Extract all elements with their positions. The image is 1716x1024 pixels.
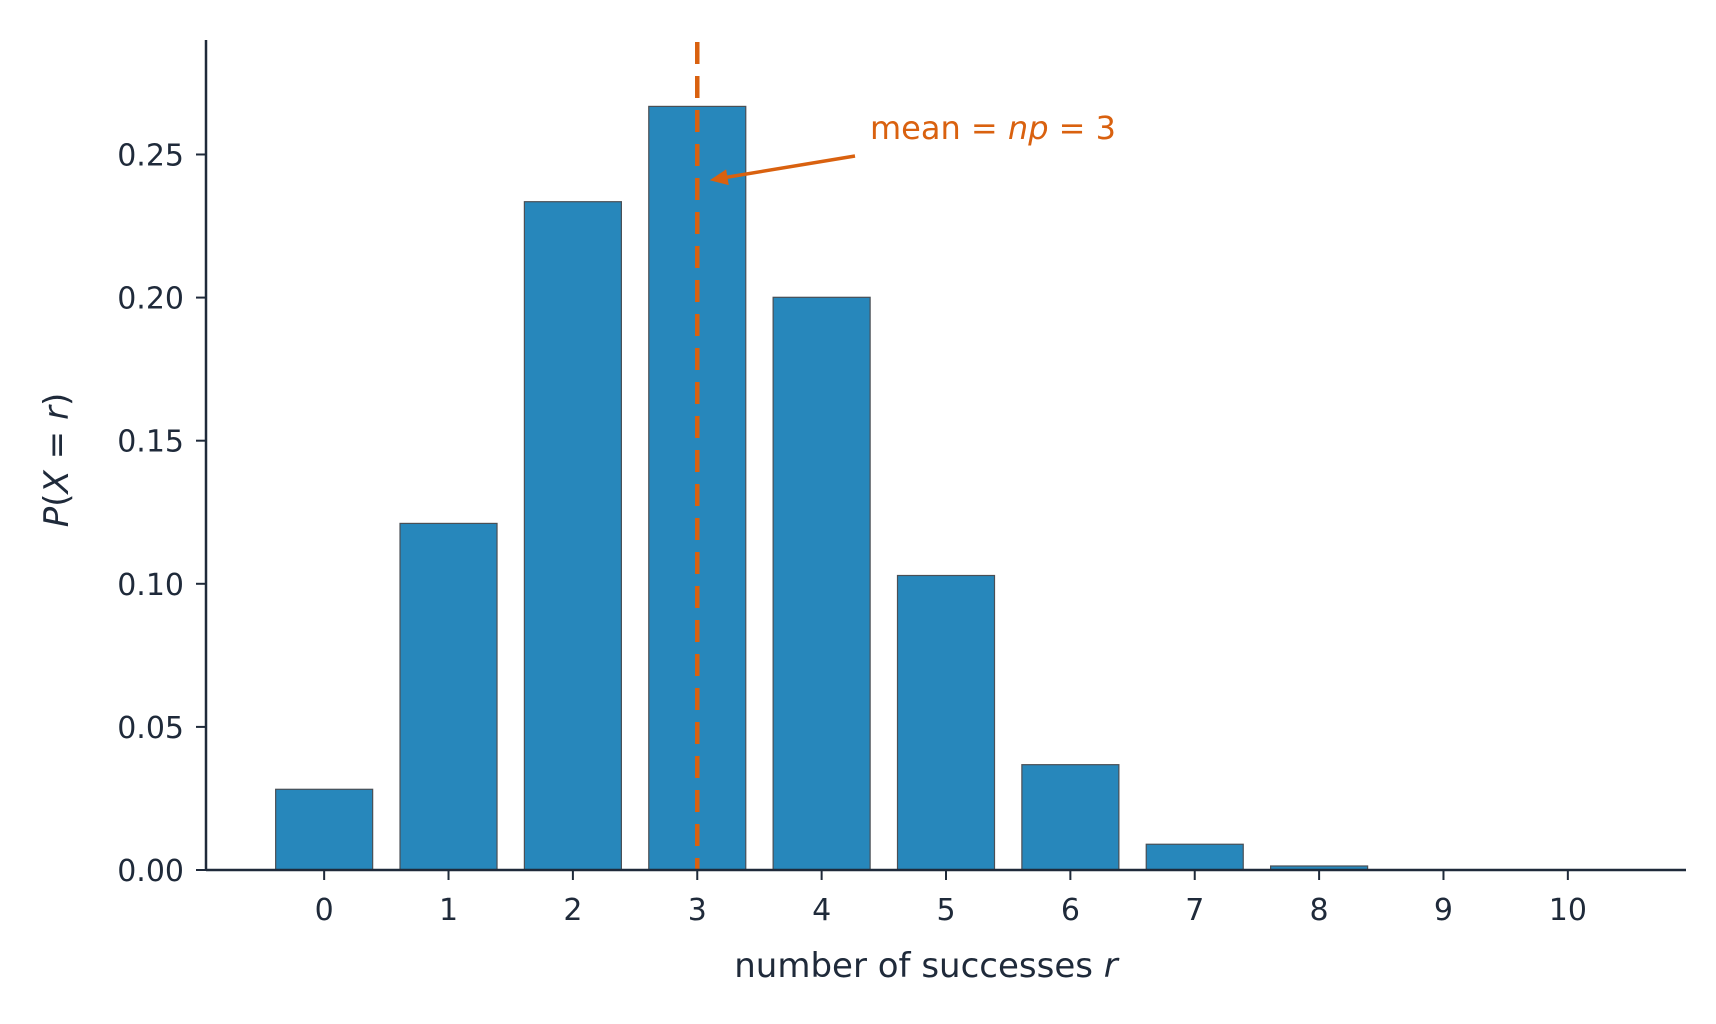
- annotation-text: mean = np = 3: [870, 109, 1116, 147]
- y-axis-label-close: ): [37, 393, 77, 406]
- x-tick-label: 3: [688, 893, 707, 928]
- y-axis-label: P(X = r): [37, 393, 77, 527]
- x-axis-label-text: number of successes: [734, 946, 1104, 986]
- y-tick-label: 0.20: [117, 282, 184, 317]
- x-tick-label: 2: [563, 893, 582, 928]
- y-axis-label-open: (: [37, 493, 77, 506]
- y-ticks-layer: 0.00 0.05 0.10 0.15 0.20 0.25: [117, 138, 206, 889]
- y-tick-label: 0.00: [117, 854, 184, 889]
- x-tick-label: 8: [1310, 893, 1329, 928]
- y-tick-label: 0.10: [117, 568, 184, 603]
- y-tick-label: 0.05: [117, 711, 184, 746]
- annotation-eq2: = 3: [1049, 109, 1117, 147]
- bar-0: [275, 788, 374, 871]
- annotation-arrow-head: [709, 169, 729, 186]
- bar-2: [523, 201, 622, 871]
- x-tick-label: 6: [1061, 893, 1080, 928]
- x-tick-label: 9: [1434, 893, 1453, 928]
- x-axis-label-variable: r: [1104, 946, 1120, 986]
- y-axis-label-eq: =: [37, 420, 77, 470]
- x-axis-label: number of successes r: [734, 946, 1120, 986]
- x-tick-label: 5: [936, 893, 955, 928]
- bar-7: [1145, 843, 1244, 871]
- y-tick-label: 0.25: [117, 138, 184, 173]
- x-tick-label: 0: [315, 893, 334, 928]
- bars-layer: [275, 105, 1493, 871]
- x-tick-label: 10: [1549, 893, 1587, 928]
- y-axis-label-x: X: [37, 469, 77, 495]
- mean-annotation: mean = np = 3: [709, 109, 1116, 186]
- y-axis-label-p: P: [37, 506, 77, 527]
- x-ticks-layer: 0 1 2 3 4 5 6 7 8 9 10: [315, 870, 1587, 928]
- annotation-eq1: =: [961, 109, 1008, 147]
- y-tick-label: 0.15: [117, 425, 184, 460]
- annotation-arrow: [717, 154, 856, 181]
- annotation-mean-word: mean: [870, 109, 961, 147]
- y-axis-label-r: r: [37, 404, 77, 420]
- x-tick-label: 1: [439, 893, 458, 928]
- bar-4: [772, 296, 871, 871]
- bar-6: [1021, 764, 1120, 871]
- bar-5: [896, 574, 996, 871]
- annotation-np: np: [1008, 109, 1049, 147]
- bar-1: [399, 522, 498, 871]
- x-tick-label: 7: [1185, 893, 1204, 928]
- x-tick-label: 4: [812, 893, 831, 928]
